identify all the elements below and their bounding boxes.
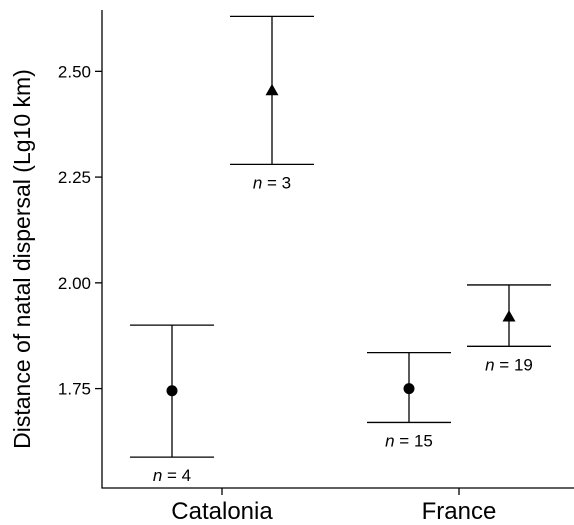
- x-tick-label: France: [422, 498, 497, 525]
- sample-size-label: n = 3: [253, 173, 291, 192]
- mean-point-circle: [166, 385, 178, 397]
- plot-area: 1.75 2.00 2.25 2.50 Catalonia France Distance …: [9, 10, 574, 525]
- axis-frame: [101, 10, 574, 489]
- mean-point-circle: [403, 383, 415, 395]
- mean-point-triangle: [502, 310, 516, 322]
- y-tick-label: 2.50: [58, 62, 91, 81]
- sample-size-label: n = 15: [385, 431, 433, 450]
- sample-size-label: n = 19: [485, 355, 533, 374]
- mean-point-triangle: [265, 83, 279, 96]
- y-tick-label: 1.75: [58, 380, 91, 399]
- y-tick-label: 2.25: [58, 168, 91, 187]
- x-tick-label: Catalonia: [171, 498, 273, 525]
- y-axis-label: Distance of natal dispersal (Lg10 km): [9, 69, 35, 449]
- sample-size-label: n = 4: [153, 466, 191, 485]
- y-tick-label: 2.00: [58, 274, 91, 293]
